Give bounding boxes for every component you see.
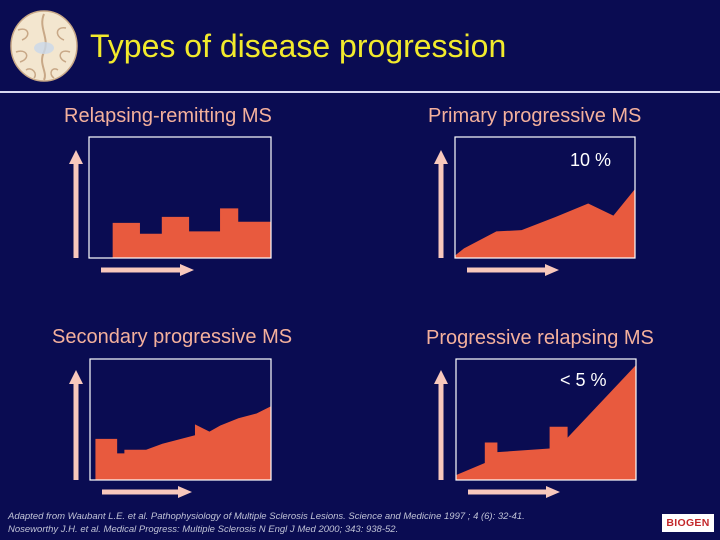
page-title: Types of disease progression [90,28,507,64]
primary-progressive-x-arrow [467,264,559,276]
secondary-progressive-area [90,406,271,480]
primary-progressive-y-arrow [434,150,448,258]
relapsing-remitting-area [89,208,271,258]
progressive-relapsing-x-arrow [468,486,560,498]
progressive-relapsing-frame [455,358,637,481]
progressive-relapsing-y-arrow [434,370,448,480]
biogen-logo: BIOGEN [662,514,714,532]
relapsing-remitting-x-arrow [101,264,194,276]
references: Adapted from Waubant L.E. et al. Pathoph… [8,510,525,536]
relapsing-remitting-y-arrow [69,150,83,258]
reference-1: Adapted from Waubant L.E. et al. Pathoph… [8,511,525,522]
primary-progressive-frame [454,136,636,259]
panel-title-primary-progressive: Primary progressive MS [428,105,642,127]
panel-title-progressive-relapsing: Progressive relapsing MS [426,327,654,349]
title-divider [0,91,720,93]
panel-title-secondary-progressive: Secondary progressive MS [52,326,293,348]
reference-2: Noseworthy J.H. et al. Medical Progress:… [8,524,399,535]
relapsing-remitting-frame [88,136,272,259]
progressive-relapsing-annotation: < 5 % [560,370,607,390]
secondary-progressive-frame [89,358,272,481]
brain-icon [10,10,78,82]
progressive-relapsing-area [456,365,636,480]
secondary-progressive-y-arrow [69,370,83,480]
primary-progressive-annotation: 10 % [570,150,612,170]
panel-title-relapsing-remitting: Relapsing-remitting MS [64,105,272,127]
primary-progressive-area [455,189,635,258]
secondary-progressive-x-arrow [102,486,192,498]
